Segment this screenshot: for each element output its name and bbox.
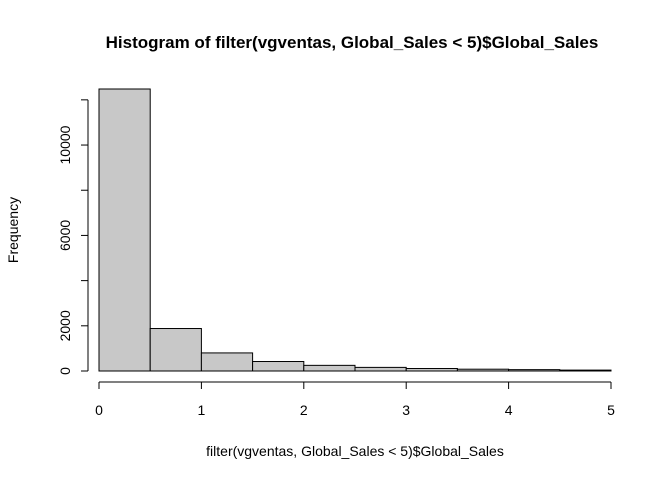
histogram-bar [252,361,305,372]
histogram-bar [98,88,151,372]
y-tick-label: 10000 [57,125,73,164]
x-tick-label: 4 [505,402,513,418]
x-tick-label: 0 [95,402,103,418]
y-tick-label: 0 [57,367,73,375]
x-axis: 0 1 2 3 4 5 [95,381,615,418]
y-tick-label: 6000 [57,220,73,251]
x-tick-label: 2 [300,402,308,418]
y-tick-label: 2000 [57,310,73,341]
x-tick-label: 1 [198,402,206,418]
histogram-bar [149,328,202,372]
x-axis-label: filter(vgventas, Global_Sales < 5)$Globa… [206,443,504,459]
histogram-bar [303,364,356,372]
histogram-bar [508,369,561,372]
chart-title: Histogram of filter(vgventas, Global_Sal… [106,33,599,52]
histogram-bar [456,368,510,372]
histogram-bar [200,352,254,372]
bars-group [98,88,612,372]
x-tick-label: 5 [607,402,615,418]
histogram-bar [405,368,458,372]
x-tick-label: 3 [402,402,410,418]
y-axis: 0 2000 6000 10000 [57,99,89,375]
histogram-bar [559,369,612,372]
histogram-bar [354,366,407,372]
y-axis-label: Frequency [5,197,21,263]
